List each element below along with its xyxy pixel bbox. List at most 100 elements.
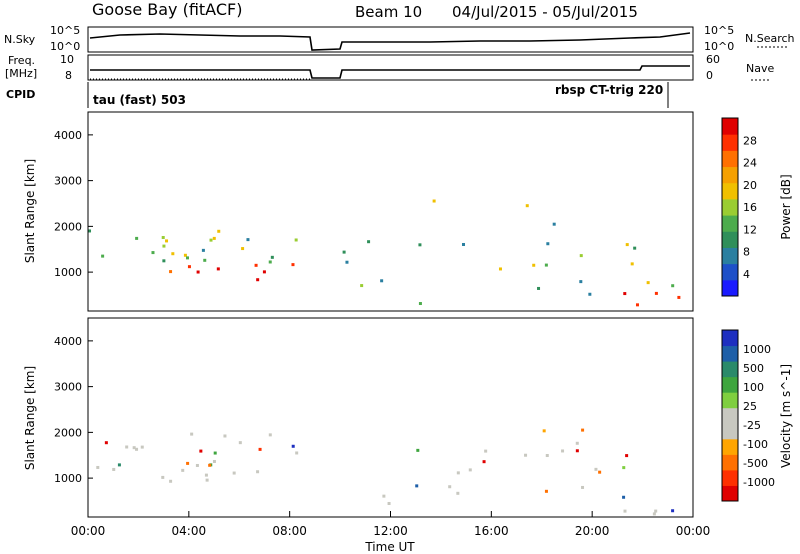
range-gate-cell [484,449,488,453]
colorbar-tick-label: -100 [743,438,768,451]
freq-axis-right-top: 60 [706,53,720,66]
range-gate-cell [135,447,139,451]
range-gate-cell [203,258,207,262]
colorbar-tick-label: 20 [743,179,757,192]
range-gate-cell [625,243,629,247]
range-gate-cell [213,451,217,455]
range-gate-cell [185,256,189,260]
colorbar-tick-label: 100 [743,381,764,394]
range-gate-cell [623,509,627,513]
noise-axis-top-right: 10^5 [704,24,734,37]
range-gate-cell [456,491,460,495]
range-gate-cell [575,441,579,445]
colorbar-segment [722,198,738,216]
range-gate-cell [498,267,502,271]
range-gate-cell [537,286,541,290]
velocity-colorbar-label: Velocity [m s^-1] [779,364,793,468]
range-gate-cell [270,255,274,259]
colorbar-segment [722,279,738,297]
range-gate-cell [545,454,549,458]
range-gate-cell [165,239,169,243]
colorbar-segment [722,150,738,168]
x-axis-label: Time UT [364,540,415,554]
range-gate-cell [209,238,213,242]
colorbar-segment [722,345,738,362]
nsearch-label: N.Search [745,32,795,45]
freq-unit-label: [MHz] [5,67,37,80]
colorbar-segment [722,182,738,200]
range-gate-cell [380,279,384,283]
range-gate-cell [169,479,173,483]
range-gate-cell [268,260,272,264]
range-gate-cell [171,252,175,256]
range-gate-cell [482,460,486,464]
range-gate-cell [199,449,203,453]
colorbar-tick-label: 1000 [743,343,771,356]
range-gate-cell [462,242,466,246]
range-gate-cell [183,253,187,257]
colorbar-tick-label: -25 [743,419,761,432]
range-gate-cell [204,473,208,477]
xtick-label: 08:00 [272,524,307,538]
range-gate-cell [345,260,349,264]
power-ylabel: Slant Range [km] [23,159,37,263]
colorbar-segment [722,330,738,347]
range-gate-cell [456,471,460,475]
range-gate-cell [294,238,298,242]
colorbar-tick-label: 12 [743,223,757,236]
cpid-label: CPID [6,88,35,101]
range-gate-cell [161,236,165,240]
range-gate-cell [232,471,236,475]
range-gate-cell [101,254,105,258]
range-gate-cell [186,461,190,465]
range-gate-cell [117,463,121,467]
colorbar-segment [722,134,738,151]
colorbar-tick-label: 25 [743,400,757,413]
xtick-label: 00:00 [676,524,711,538]
freq-axis-top: 10 [60,53,74,66]
range-gate-cell [579,280,583,284]
range-gate-cell [135,236,139,240]
colorbar-segment [722,454,738,471]
range-gate-cell [195,463,199,467]
range-gate-cell [241,247,245,251]
ytick-label: 4000 [54,335,82,348]
range-gate-cell [169,270,173,274]
colorbar-tick-label: 4 [743,268,750,281]
range-gate-cell [415,484,419,488]
range-gate-cell [181,468,185,472]
range-gate-cell [654,291,658,295]
range-gate-cell [258,447,262,451]
range-gate-cell [162,259,166,263]
range-gate-cell [575,449,579,453]
colorbar-tick-label: 28 [743,134,757,147]
range-gate-cell [416,448,420,452]
range-gate-cell [546,242,550,246]
range-gate-cell [360,284,364,288]
xtick-label: 04:00 [172,524,207,538]
range-gate-cell [552,222,556,226]
range-gate-cell [418,243,422,247]
range-gate-cell [622,495,626,499]
colorbar-segment [722,392,738,409]
range-gate-cell [581,428,585,432]
ytick-label: 4000 [54,129,82,142]
range-gate-cell [654,509,658,513]
range-gate-cell [544,263,548,267]
xtick-label: 20:00 [575,524,610,538]
colorbar-tick-label: 8 [743,246,750,259]
noise-axis-top: 10^5 [50,24,80,37]
ytick-label: 1000 [54,472,82,485]
range-gate-cell [671,509,675,513]
range-gate-cell [677,295,681,299]
velocity-colorbar: -1000 -500 -100 -25 25 100 500 1000 Velocity [m… [721,329,793,502]
date-range: 04/Jul/2015 - 05/Jul/2015 [452,3,638,21]
cpid-entry-2: rbsp CT-trig 220 [555,83,663,97]
range-gate-cell [468,468,472,472]
range-gate-cell [633,246,637,250]
range-gate-cell [623,292,627,296]
noise-panel: 10^5 10^0 10^5 10^0 [50,24,734,53]
colorbar-segment [722,231,738,248]
colorbar-segment [722,376,738,393]
range-gate-cell [212,236,216,240]
